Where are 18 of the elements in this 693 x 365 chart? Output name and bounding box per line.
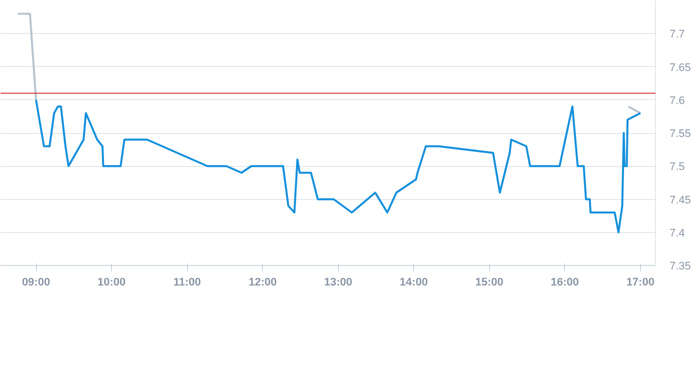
y-tick-label: 7.45 — [670, 194, 691, 206]
x-tick-label: 10:00 — [97, 276, 126, 288]
y-tick-label: 7.6 — [670, 94, 685, 107]
x-tick-label: 09:00 — [22, 276, 50, 288]
y-tick-label: 7.7 — [670, 28, 685, 41]
line-series — [35, 98, 642, 234]
x-tick-label: 11:00 — [173, 276, 201, 288]
x-tick-label: 12:00 — [248, 276, 277, 288]
y-tick-label: 7.55 — [670, 128, 691, 140]
y-tick-label: 7.5 — [670, 161, 685, 174]
x-tick-label: 14:00 — [400, 276, 428, 288]
x-tick-label: 15:00 — [475, 276, 504, 288]
y-tick-label: 7.65 — [670, 62, 691, 74]
y-tick-label: 7.35 — [670, 260, 691, 272]
x-tick-label: 13:00 — [324, 276, 352, 288]
x-tick-label: 17:00 — [626, 276, 654, 288]
y-tick-label: 7.4 — [670, 227, 685, 240]
x-tick-label: 16:00 — [550, 276, 579, 288]
